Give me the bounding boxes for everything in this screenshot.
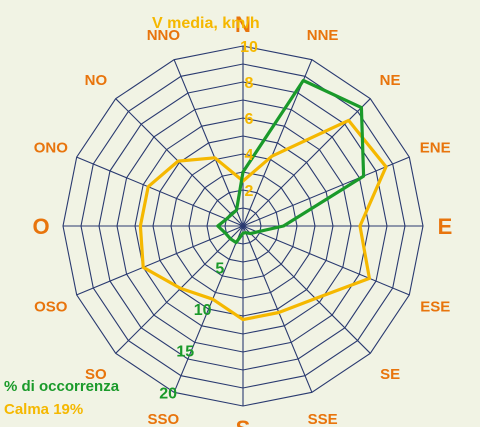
series-layer bbox=[138, 78, 388, 322]
direction-label: E bbox=[438, 214, 453, 239]
direction-label: NO bbox=[85, 72, 108, 89]
direction-label: ENE bbox=[420, 139, 451, 156]
occurrence-tick-label: 5 bbox=[215, 261, 224, 278]
direction-label: NE bbox=[380, 72, 401, 89]
direction-label: N bbox=[235, 12, 251, 37]
speed-tick-label: 6 bbox=[245, 111, 254, 128]
direction-label: SSE bbox=[308, 411, 338, 427]
occurrence-series-line bbox=[216, 78, 366, 245]
direction-label: S bbox=[236, 416, 251, 427]
speed-tick-label: 10 bbox=[240, 39, 258, 56]
speed-legend-label: V media, km/h bbox=[152, 15, 260, 32]
grid-spoke bbox=[242, 156, 410, 227]
scale-labels: 2 4 6 8 10 5 10 15 20 bbox=[159, 39, 258, 402]
speed-tick-label: 2 bbox=[245, 183, 254, 200]
speed-tick-label: 4 bbox=[245, 147, 254, 164]
speed-tick-label: 8 bbox=[245, 75, 254, 92]
grid-spoke bbox=[173, 59, 244, 227]
occurrence-tick-label: 15 bbox=[176, 344, 194, 361]
direction-label: SO bbox=[85, 366, 107, 383]
grid-spoke bbox=[242, 225, 313, 393]
direction-label: NNO bbox=[147, 27, 181, 44]
polar-grid bbox=[62, 45, 424, 407]
direction-label: OSO bbox=[34, 299, 68, 316]
direction-label: SSO bbox=[148, 411, 180, 427]
grid-spoke bbox=[76, 225, 244, 296]
direction-label: ONO bbox=[34, 139, 69, 156]
grid-spoke bbox=[242, 98, 371, 227]
grid-spoke bbox=[242, 225, 371, 354]
grid-spoke bbox=[242, 225, 410, 296]
occurrence-tick-label: 20 bbox=[159, 385, 177, 402]
occurrence-tick-label: 10 bbox=[194, 302, 212, 319]
grid-spoke bbox=[115, 225, 244, 354]
grid-spoke bbox=[76, 156, 244, 227]
occurrence-legend-label: % di occorrenza bbox=[4, 378, 120, 395]
direction-label: O bbox=[32, 214, 49, 239]
direction-label: SE bbox=[380, 366, 400, 383]
grid-spoke bbox=[173, 225, 244, 393]
direction-labels: N NNE NE ENE E ESE SE SSE S SSO SO OSO O ONO NO NNO bbox=[32, 12, 452, 427]
calm-label: Calma 19% bbox=[4, 401, 83, 418]
direction-label: ESE bbox=[420, 299, 450, 316]
speed-series-line bbox=[138, 118, 388, 322]
direction-label: NNE bbox=[307, 27, 339, 44]
